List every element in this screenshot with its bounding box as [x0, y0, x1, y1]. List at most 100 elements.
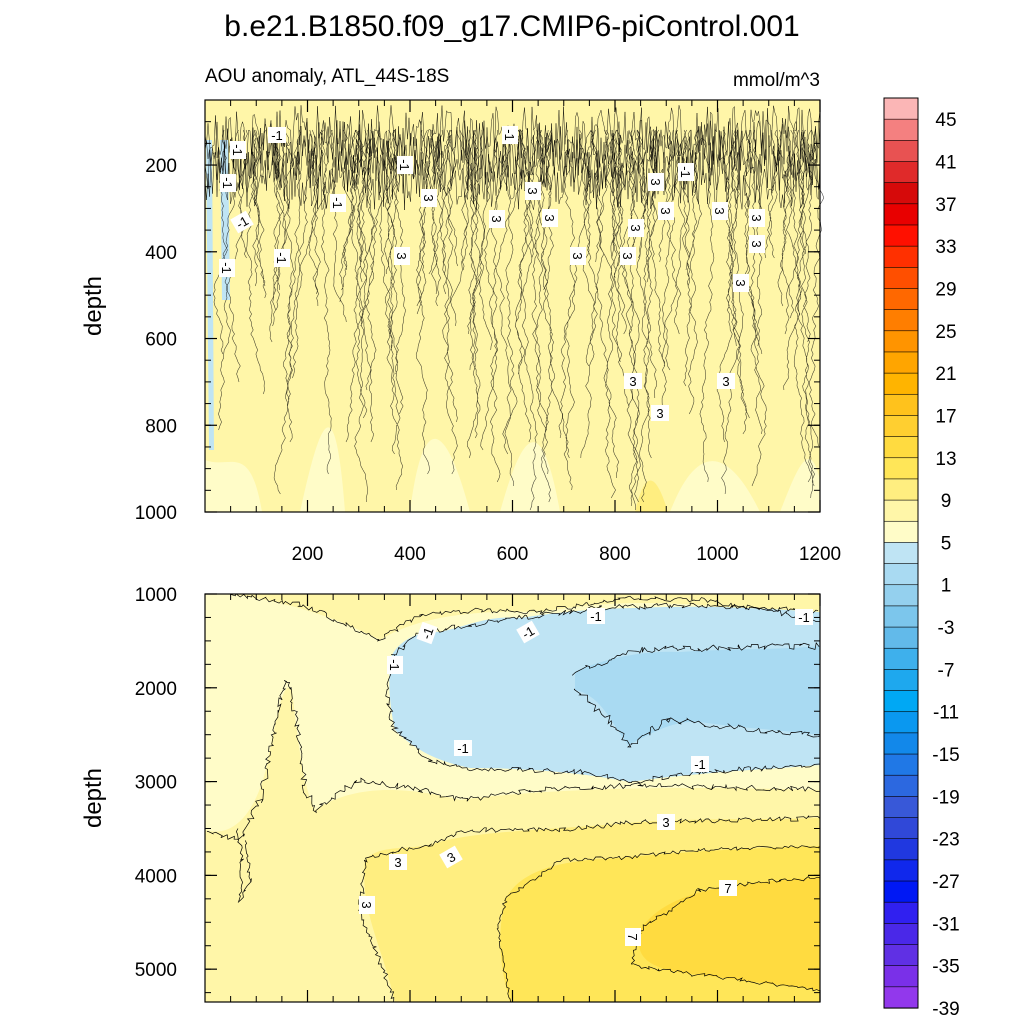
contour-label-text: 3	[570, 252, 585, 259]
upper-contour-labels: -1 -1 -1 -1 -1 -1 -1 -1 -1 -1 3 3 3 3 3 3 3 3 3 3 3 3 3 3 3 3 3	[219, 126, 765, 421]
upper-contour-label: 3	[570, 247, 586, 265]
colorbar-label: 21	[935, 364, 956, 385]
upper-band-light-f	[780, 458, 820, 512]
upper-contour-label: 3	[542, 209, 558, 227]
upper-contour-label: -1	[330, 194, 346, 212]
colorbar-label: 13	[935, 449, 956, 470]
colorbar-swatch	[883, 542, 919, 565]
colorbar-label: 45	[935, 110, 956, 131]
upper-panel: -1 -1 -1 -1 -1 -1 -1 -1 -1 -1 3 3 3 3 3 3 3 3 3 3 3 3 3 3 3 3 3 20…	[80, 99, 841, 565]
y-tick-label: 800	[145, 416, 177, 437]
lower-contour-label: 3	[657, 814, 675, 830]
contour-pos1-top	[229, 594, 820, 642]
colorbar-swatch	[883, 415, 919, 438]
contour-label-bg	[516, 620, 540, 644]
x-tick-label: 800	[599, 544, 631, 565]
contour-label-text: 3	[525, 187, 540, 194]
upper-contour-label: 3	[749, 209, 765, 227]
x-tick-label: 1200	[799, 544, 841, 565]
contour-neg1-top	[391, 602, 819, 656]
chart-subtitle: AOU anomaly, ATL_44S-18S	[205, 66, 449, 87]
y-tick-label: 1000	[135, 585, 177, 606]
upper-contour-label: 3	[651, 405, 669, 421]
upper-contour-label: -1	[502, 126, 518, 144]
colorbar-swatch	[883, 711, 919, 734]
colorbar-swatch	[883, 753, 919, 776]
contour-label-text: 3	[749, 214, 764, 221]
colorbar-swatch	[883, 224, 919, 247]
upper-y-axis-label: depth	[80, 276, 107, 336]
contour-label-bg	[502, 126, 518, 144]
colorbar-swatch	[883, 97, 919, 120]
units-label: mmol/m^3	[733, 70, 820, 91]
contour-label-bg	[678, 163, 694, 181]
colorbar-swatch	[883, 330, 919, 353]
colorbar-label: -35	[932, 957, 959, 978]
colorbar-frame	[883, 97, 919, 1009]
contour-label-bg	[387, 656, 403, 674]
upper-band-light-d	[500, 442, 560, 512]
contour-label-bg	[454, 740, 472, 756]
upper-contour-label: -1	[274, 249, 290, 267]
colorbar-label: -39	[932, 999, 959, 1020]
contour-label-bg	[330, 194, 346, 212]
contour-label-bg	[651, 405, 669, 421]
y-tick-label: 5000	[135, 960, 177, 981]
contour-label-bg	[416, 621, 438, 645]
colorbar-swatch	[883, 944, 919, 967]
colorbar-swatch	[883, 245, 919, 268]
upper-contour-label: 3	[620, 247, 636, 265]
upper-contour-label: -1	[678, 163, 694, 181]
upper-band-deeper	[635, 480, 668, 512]
upper-contour-label: 3	[421, 189, 437, 207]
upper-contour-label: 3	[749, 235, 765, 253]
contour-label-bg	[219, 259, 235, 277]
contour-label-text: -1	[678, 166, 693, 178]
colorbar-swatch	[883, 732, 919, 755]
colorbar-label: 33	[935, 237, 956, 258]
y-tick-label: 400	[145, 243, 177, 264]
colorbar-swatch	[883, 986, 919, 1009]
colorbar-swatch	[883, 584, 919, 607]
colorbar-swatch	[883, 605, 919, 628]
colorbar-label: -15	[932, 745, 959, 766]
colorbar-label: -23	[932, 830, 959, 851]
contour-label-text: -1	[274, 252, 289, 264]
colorbar-label: 5	[941, 533, 952, 554]
colorbar-label: -11	[933, 703, 959, 724]
colorbar-swatch	[883, 478, 919, 501]
upper-contour-label: 3	[658, 202, 674, 220]
upper-contour-label: 3	[712, 202, 728, 220]
upper-contour-label: 3	[628, 219, 644, 237]
contour-label-bg	[657, 814, 675, 830]
contour-label-text: 3	[628, 224, 643, 231]
colorbar-swatch	[883, 817, 919, 840]
upper-band-light-a	[205, 460, 262, 512]
contour-label-text: 3	[394, 855, 401, 870]
upper-band-light-c	[410, 438, 470, 512]
contour-label-bg	[570, 247, 586, 265]
lower-contour-label: 3	[359, 896, 375, 914]
colorbar-label: -27	[932, 872, 959, 893]
lower-band-positive-7	[638, 878, 820, 990]
contour-label-bg	[749, 209, 765, 227]
colorbar-swatch	[883, 901, 919, 924]
x-tick-label: 400	[394, 544, 426, 565]
lower-band-negative-3	[575, 646, 820, 745]
contour-label-text: 3	[658, 207, 673, 214]
upper-contour-label: 3	[717, 373, 735, 389]
colorbar-label: -7	[938, 660, 955, 681]
contour-label-text: -1	[230, 144, 245, 156]
colorbar-label: 1	[941, 576, 952, 597]
colorbar-swatch	[883, 838, 919, 861]
upper-contour-label: 3	[394, 247, 410, 265]
contour-label-text: 3	[648, 178, 663, 185]
contour-label-bg	[628, 219, 644, 237]
colorbar-swatch	[883, 436, 919, 459]
colorbar-label: 37	[935, 195, 956, 216]
contour-label-bg	[717, 373, 735, 389]
contour-label-bg	[359, 896, 375, 914]
colorbar-swatch	[883, 266, 919, 290]
contour-label-bg	[220, 174, 236, 192]
colorbar-swatch	[883, 647, 919, 670]
